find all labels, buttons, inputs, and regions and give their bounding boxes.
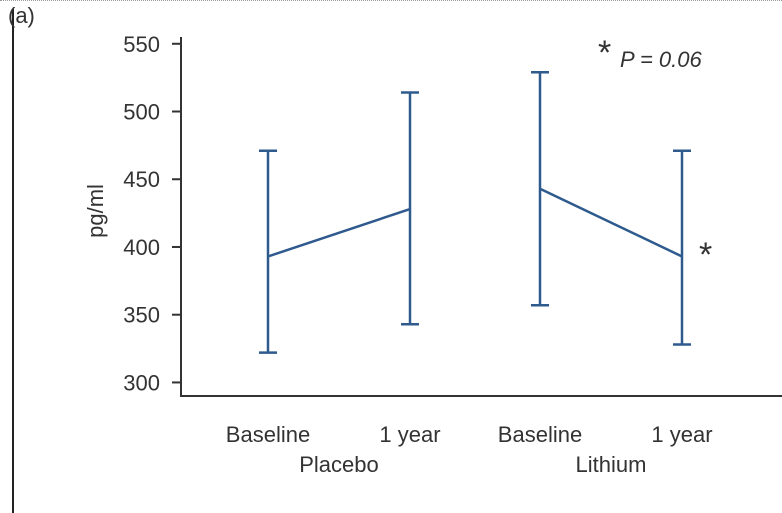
x-group-label: Lithium	[576, 452, 647, 477]
series-group	[259, 70, 691, 354]
y-tick-label: 300	[123, 370, 160, 395]
y-tick-label: 400	[123, 235, 160, 260]
y-tick-label: 450	[123, 167, 160, 192]
x-category-label: Baseline	[498, 422, 582, 447]
y-tick-label: 350	[123, 303, 160, 328]
y-ticks: 300 350 400 450 500 550	[123, 32, 181, 395]
y-tick-label: 500	[123, 100, 160, 125]
x-category-label: 1 year	[651, 422, 712, 447]
panel-label: (a)	[8, 3, 35, 28]
significance-star: *	[699, 236, 712, 274]
legend-p-value: P = 0.06	[620, 47, 703, 72]
y-tick-label: 550	[123, 32, 160, 57]
left-border-line	[12, 9, 14, 513]
axes: pg/ml	[83, 37, 782, 397]
mean-line	[539, 187, 683, 258]
x-category-label: Baseline	[226, 422, 310, 447]
y-axis-title: pg/ml	[83, 184, 108, 238]
x-category-label: 1 year	[379, 422, 440, 447]
mean-line	[267, 207, 411, 258]
annotations: * P = 0.06 *	[598, 34, 712, 274]
legend-star: *	[598, 34, 611, 72]
x-group-label: Placebo	[299, 452, 379, 477]
